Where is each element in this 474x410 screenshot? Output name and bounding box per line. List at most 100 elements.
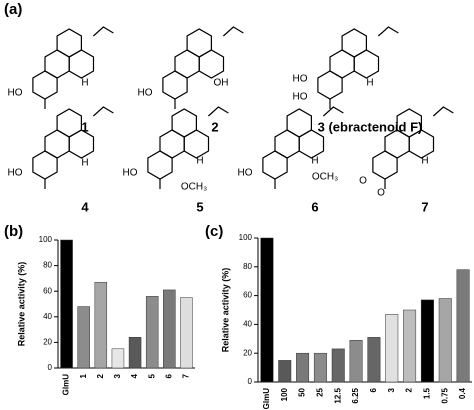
ring bbox=[317, 70, 343, 100]
panel-label: (b) bbox=[4, 223, 23, 240]
ring bbox=[44, 49, 70, 79]
bar bbox=[94, 281, 108, 369]
compound-label: 3 (ebractenoid F) bbox=[318, 119, 423, 134]
atom-label: HO bbox=[293, 74, 308, 85]
vinyl bbox=[92, 26, 114, 37]
y-tick-label: 20 bbox=[43, 338, 52, 347]
ring bbox=[44, 129, 70, 159]
atom-label: HO bbox=[8, 168, 23, 179]
ring bbox=[274, 129, 300, 159]
panel-label: (a) bbox=[4, 1, 22, 18]
x-tick-label: 1 bbox=[79, 373, 88, 378]
compound-label: 7 bbox=[421, 199, 428, 214]
ring bbox=[329, 49, 355, 79]
bar bbox=[111, 348, 125, 369]
vinyl bbox=[432, 106, 454, 117]
bar bbox=[349, 339, 363, 383]
y-tick-label: 100 bbox=[39, 235, 53, 244]
vinyl bbox=[207, 106, 229, 117]
vinyl bbox=[222, 26, 244, 37]
x-tick-label: 25 bbox=[316, 387, 325, 396]
x-tick-label: 6.25 bbox=[351, 387, 360, 403]
atom-label: OCH₃ bbox=[312, 172, 338, 183]
bar bbox=[403, 309, 417, 383]
ring bbox=[262, 150, 288, 180]
panel-label: (c) bbox=[205, 223, 223, 240]
ring bbox=[408, 129, 435, 159]
ring bbox=[298, 129, 325, 159]
bar bbox=[385, 314, 399, 383]
x-tick-label: 3 bbox=[387, 387, 396, 392]
y-tick-label: 60 bbox=[243, 291, 252, 300]
x-tick-label: 7 bbox=[182, 373, 191, 378]
compound-label: 6 bbox=[311, 199, 318, 214]
x-tick-label: 2 bbox=[96, 373, 105, 378]
ring bbox=[174, 49, 200, 79]
bar bbox=[296, 352, 310, 383]
atom-label: H bbox=[81, 158, 88, 169]
x-tick-label: 0.75 bbox=[440, 387, 449, 403]
ring bbox=[186, 28, 212, 58]
bar bbox=[260, 237, 274, 383]
ring bbox=[159, 129, 185, 159]
x-tick-label: 5 bbox=[147, 373, 156, 378]
ring bbox=[56, 108, 83, 138]
atom-label: HO bbox=[123, 168, 138, 179]
y-tick-label: 40 bbox=[43, 312, 52, 321]
x-tick-label: 3 bbox=[113, 373, 122, 378]
atom-label: H bbox=[311, 156, 318, 167]
ring bbox=[56, 28, 83, 58]
ring bbox=[32, 70, 58, 100]
y-axis-label: Relative activity (%) bbox=[220, 268, 230, 353]
ring bbox=[198, 49, 225, 79]
x-tick-label: 6 bbox=[164, 373, 173, 378]
ring bbox=[372, 150, 398, 180]
bar bbox=[438, 298, 452, 383]
atom-label: OCH₃ bbox=[181, 182, 207, 193]
atom-label: HO bbox=[238, 168, 253, 179]
x-tick-label: 2 bbox=[405, 387, 414, 392]
vinyl bbox=[377, 26, 399, 37]
atom-label: O bbox=[359, 176, 367, 187]
vinyl bbox=[92, 106, 114, 117]
atom-label: O bbox=[377, 188, 385, 199]
compound-label: 1 bbox=[81, 119, 88, 134]
bar bbox=[145, 296, 159, 369]
x-tick-label: 0.4 bbox=[458, 387, 467, 399]
x-tick-label: GlmU bbox=[62, 374, 71, 396]
bar bbox=[367, 337, 381, 383]
y-tick-label: 100 bbox=[239, 233, 253, 242]
x-tick-label: 50 bbox=[298, 387, 307, 396]
y-tick-label: 0 bbox=[248, 377, 253, 386]
compound-label: 2 bbox=[211, 119, 218, 134]
bar bbox=[278, 360, 292, 383]
bar bbox=[313, 352, 327, 383]
atom-label: H bbox=[196, 156, 203, 167]
ring bbox=[68, 129, 95, 159]
bar bbox=[60, 239, 73, 369]
vinyl bbox=[322, 106, 344, 117]
atom-label: H bbox=[81, 78, 88, 89]
ring bbox=[147, 150, 173, 180]
y-tick-label: 60 bbox=[43, 286, 52, 295]
y-axis-label: Relative activity (%) bbox=[16, 262, 26, 347]
bar bbox=[331, 348, 345, 383]
atom-label: H bbox=[366, 78, 373, 89]
atom-label: HO bbox=[293, 92, 308, 103]
ring bbox=[32, 150, 58, 180]
ring bbox=[341, 28, 367, 58]
bar bbox=[420, 299, 434, 383]
x-tick-label: 4 bbox=[130, 373, 139, 378]
y-tick-label: 0 bbox=[48, 363, 53, 372]
ring bbox=[286, 108, 312, 138]
ring bbox=[353, 49, 380, 79]
compound-label: 5 bbox=[196, 199, 203, 214]
bar bbox=[163, 289, 176, 369]
x-tick-label: 100 bbox=[280, 387, 289, 401]
bar bbox=[128, 337, 142, 369]
y-tick-label: 20 bbox=[243, 348, 252, 357]
x-tick-label: 1.5 bbox=[423, 387, 432, 399]
atom-label: OH bbox=[214, 78, 229, 89]
y-tick-label: 80 bbox=[243, 262, 252, 271]
